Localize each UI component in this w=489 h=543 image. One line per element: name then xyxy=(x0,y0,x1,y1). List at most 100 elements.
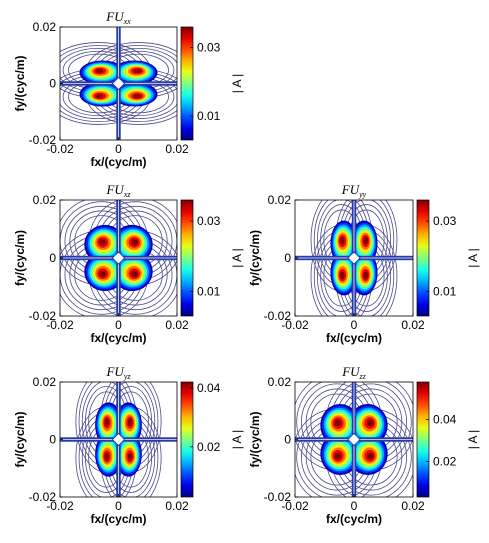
center-cross xyxy=(60,382,177,497)
y-tick-label: -0.02 xyxy=(264,490,292,504)
level-9 xyxy=(127,418,133,427)
panel-xz: -0.02 0 0.02 0.02 0 -0.02 fx/(cyc/m) fy/(cyc/m)… xyxy=(13,182,244,345)
y-tick-label: 0 xyxy=(49,251,56,265)
center-diamond xyxy=(347,251,361,265)
x-tick-label: 0.02 xyxy=(401,318,425,332)
colorbar-tick-label: 0.01 xyxy=(197,109,221,123)
x-tick-label: 0.02 xyxy=(165,318,189,332)
center-cross xyxy=(295,382,413,497)
y-tick-label: 0 xyxy=(284,251,291,265)
colorbar-label: | A | xyxy=(230,248,244,268)
y-tick-label: 0 xyxy=(49,77,56,91)
level-9 xyxy=(104,418,110,427)
level-9 xyxy=(366,452,374,460)
colorbar-scale xyxy=(416,381,430,498)
y-axis-label: fy/(cyc/m) xyxy=(13,55,27,111)
level-9 xyxy=(366,419,374,427)
x-tick-label: 0 xyxy=(115,499,122,513)
center-cross xyxy=(60,200,177,316)
y-axis-label: fy/(cyc/m) xyxy=(13,230,27,286)
x-tick-label: -0.02 xyxy=(281,318,309,332)
colorbar-scale xyxy=(416,199,430,317)
level-9 xyxy=(104,452,110,461)
panel-title: FUxz xyxy=(105,182,131,199)
level-9 xyxy=(131,270,139,278)
filled-contours xyxy=(330,220,378,296)
level-9 xyxy=(334,419,342,427)
x-tick-label: 0.02 xyxy=(401,499,425,513)
x-axis-label: fx/(cyc/m) xyxy=(326,512,382,526)
level-9 xyxy=(363,271,369,280)
panel-zz: -0.02 0 0.02 0.02 0 -0.02 fx/(cyc/m) fy/(cyc/m)… xyxy=(248,364,480,526)
colorbar-label: | A | xyxy=(466,430,480,450)
colorbar-tick-label: 0.04 xyxy=(197,381,221,395)
level-9 xyxy=(363,236,369,245)
x-tick-label: 0 xyxy=(115,318,122,332)
x-axis-label: fx/(cyc/m) xyxy=(90,331,146,345)
colorbar-scale xyxy=(180,26,194,141)
x-axis-label: fx/(cyc/m) xyxy=(90,155,146,169)
y-tick-label: 0 xyxy=(284,433,291,447)
panel-xx: -0.02 0 0.02 0.02 0 -0.02 fx/(cyc/m) fy/(cyc/m)… xyxy=(13,9,244,169)
x-tick-label: -0.02 xyxy=(46,499,74,513)
y-axis-label: fy/(cyc/m) xyxy=(13,411,27,467)
level-9 xyxy=(95,94,104,99)
level-9 xyxy=(127,452,133,461)
level-9 xyxy=(98,270,106,278)
y-axis-label: fy/(cyc/m) xyxy=(248,230,262,286)
colorbar-tick-label: 0.03 xyxy=(433,214,457,228)
x-tick-label: -0.02 xyxy=(46,142,74,156)
center-cross xyxy=(60,27,177,140)
filled-contours xyxy=(95,402,142,477)
x-axis-label: fx/(cyc/m) xyxy=(326,331,382,345)
colorbar: 0.03 0.01 | A | xyxy=(180,26,244,141)
colorbar-tick-label: 0.01 xyxy=(433,284,457,298)
x-tick-label: -0.02 xyxy=(46,318,74,332)
colorbar-tick-label: 0.03 xyxy=(197,41,221,55)
panel-title: FUxx xyxy=(105,9,131,26)
colorbar-label: | A | xyxy=(230,430,244,450)
colorbar-tick-label: 0.04 xyxy=(433,413,457,427)
colorbar: 0.03 0.01 | A | xyxy=(180,199,244,317)
center-diamond xyxy=(111,251,126,265)
y-axis-label: fy/(cyc/m) xyxy=(248,411,262,467)
x-tick-label: 0.02 xyxy=(165,499,189,513)
y-tick-label: -0.02 xyxy=(264,309,292,323)
y-tick-label: 0.02 xyxy=(268,375,292,389)
colorbar-tick-label: 0.01 xyxy=(197,284,221,298)
colorbar-tick-label: 0.02 xyxy=(433,454,457,468)
level-9 xyxy=(133,94,142,99)
y-tick-label: -0.02 xyxy=(29,490,57,504)
level-9 xyxy=(98,238,106,246)
level-9 xyxy=(334,452,342,460)
x-tick-label: 0 xyxy=(351,318,358,332)
x-tick-label: 0 xyxy=(115,142,122,156)
colorbar-label: | A | xyxy=(466,248,480,268)
y-tick-label: 0.02 xyxy=(33,20,57,34)
center-cross xyxy=(295,200,413,316)
level-9 xyxy=(133,68,142,73)
center-diamond xyxy=(347,432,361,447)
filled-contours xyxy=(79,60,158,107)
colorbar: 0.04 0.02 | A | xyxy=(180,381,244,498)
colorbar-scale xyxy=(180,199,194,317)
colorbar-scale xyxy=(180,381,194,498)
colorbar-label: | A | xyxy=(230,74,244,94)
filled-contours xyxy=(84,224,153,292)
panel-title: FUzz xyxy=(341,364,366,381)
panel-title: FUyy xyxy=(341,182,367,199)
colorbar-tick-label: 0.03 xyxy=(197,214,221,228)
x-tick-label: -0.02 xyxy=(281,499,309,513)
level-9 xyxy=(131,238,139,246)
filled-contours xyxy=(320,403,388,476)
panel-yz: -0.02 0 0.02 0.02 0 -0.02 fx/(cyc/m) fy/(cyc/m)… xyxy=(13,364,244,526)
level-9 xyxy=(339,236,345,245)
y-tick-label: 0.02 xyxy=(268,193,292,207)
x-axis-label: fx/(cyc/m) xyxy=(90,512,146,526)
level-9 xyxy=(339,271,345,280)
x-tick-label: 0 xyxy=(351,499,358,513)
y-tick-label: 0.02 xyxy=(33,193,57,207)
center-diamond xyxy=(111,432,126,447)
colorbar: 0.04 0.02 | A | xyxy=(416,381,480,498)
